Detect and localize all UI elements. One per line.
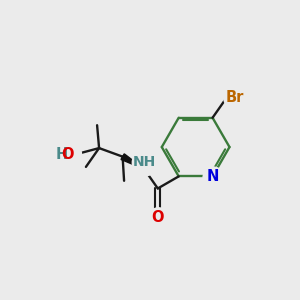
Text: H: H	[56, 147, 68, 162]
Text: O: O	[152, 209, 164, 224]
Text: NH: NH	[133, 155, 156, 169]
Text: N: N	[207, 169, 219, 184]
Polygon shape	[121, 154, 144, 169]
Text: O: O	[61, 147, 74, 162]
Text: Br: Br	[226, 90, 244, 105]
